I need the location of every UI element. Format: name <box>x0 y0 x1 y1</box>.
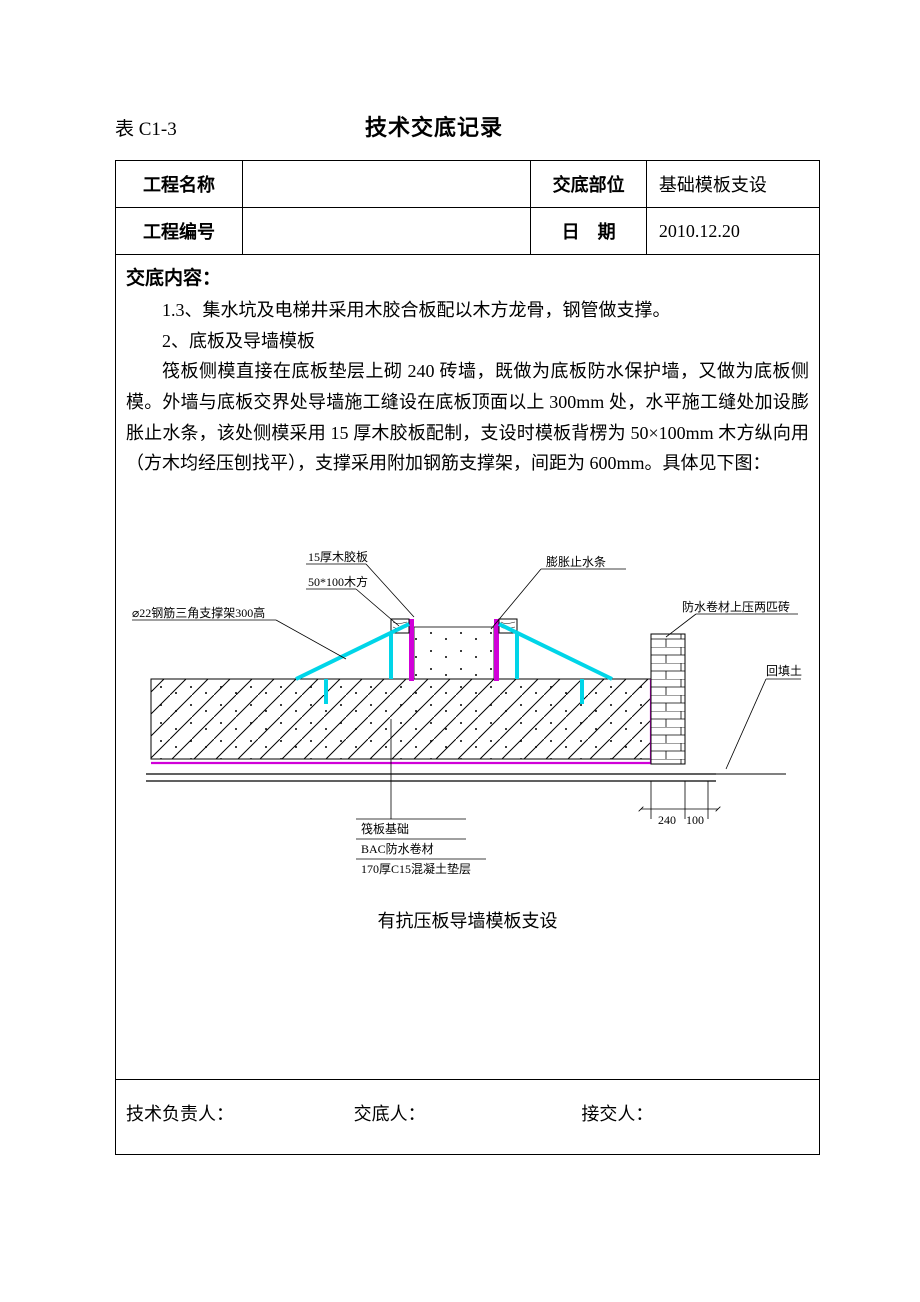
label-project-no: 工程编号 <box>116 208 243 255</box>
value-project-name <box>242 161 531 208</box>
label-position: 交底部位 <box>531 161 646 208</box>
main-title: 技术交底记录 <box>365 110 503 142</box>
diagram-label-l7: 筏板基础 <box>361 822 409 836</box>
meta-row-1: 工程名称 交底部位 基础模板支设 <box>116 161 820 208</box>
content-heading: 交底内容： <box>126 263 809 295</box>
content-para-3: 筏板侧模直接在底板垫层上砌 240 砖墙，既做为底板防水保护墙，又做为底板侧模。… <box>126 356 809 478</box>
diagram-label-l1: 15厚木胶板 <box>308 549 368 564</box>
content-box: 交底内容： 1.3、集水坑及电梯井采用木胶合板配以木方龙骨，钢管做支撑。 2、底… <box>115 255 820 1080</box>
signer-tech-lead: 技术负责人： <box>126 1100 354 1126</box>
diagram-label-l2: 50*100木方 <box>308 574 368 589</box>
signers-row: 技术负责人： 交底人： 接交人： <box>115 1080 820 1155</box>
meta-row-2: 工程编号 日 期 2010.12.20 <box>116 208 820 255</box>
diagram-wrap: 15厚木胶板 50*100木方 ⌀22钢筋三角支撑架300高 膨胀止水条 防水卷… <box>126 519 809 937</box>
diagram-label-l4: 膨胀止水条 <box>546 555 606 569</box>
diagram-dim-100: 100 <box>686 813 704 827</box>
value-date: 2010.12.20 <box>646 208 819 255</box>
content-para-1: 1.3、集水坑及电梯井采用木胶合板配以木方龙骨，钢管做支撑。 <box>126 295 809 326</box>
diagram-label-l8: BAC防水卷材 <box>361 841 434 856</box>
diagram-caption: 有抗压板导墙模板支设 <box>126 906 809 937</box>
diagram-label-l5: 防水卷材上压两匹砖 <box>682 599 790 614</box>
value-position: 基础模板支设 <box>646 161 819 208</box>
document-page: 表 C1-3 技术交底记录 工程名称 交底部位 基础模板支设 工程编号 日 期 … <box>0 0 920 1235</box>
page-header: 表 C1-3 技术交底记录 <box>115 110 820 142</box>
signer-receiver: 接交人： <box>581 1100 809 1126</box>
diagram-label-l6: 回填土 <box>766 664 802 678</box>
diagram-dim-240: 240 <box>658 813 676 827</box>
diagram-label-l9: 170厚C15混凝土垫层 <box>361 861 471 876</box>
section-diagram: 15厚木胶板 50*100木方 ⌀22钢筋三角支撑架300高 膨胀止水条 防水卷… <box>126 519 806 889</box>
label-date: 日 期 <box>531 208 646 255</box>
signer-disclosure: 交底人： <box>354 1100 582 1126</box>
value-project-no <box>242 208 531 255</box>
diagram-label-l3: ⌀22钢筋三角支撑架300高 <box>132 605 265 620</box>
label-project-name: 工程名称 <box>116 161 243 208</box>
table-code: 表 C1-3 <box>115 114 365 141</box>
content-para-2: 2、底板及导墙模板 <box>126 326 809 357</box>
meta-table: 工程名称 交底部位 基础模板支设 工程编号 日 期 2010.12.20 <box>115 160 820 255</box>
